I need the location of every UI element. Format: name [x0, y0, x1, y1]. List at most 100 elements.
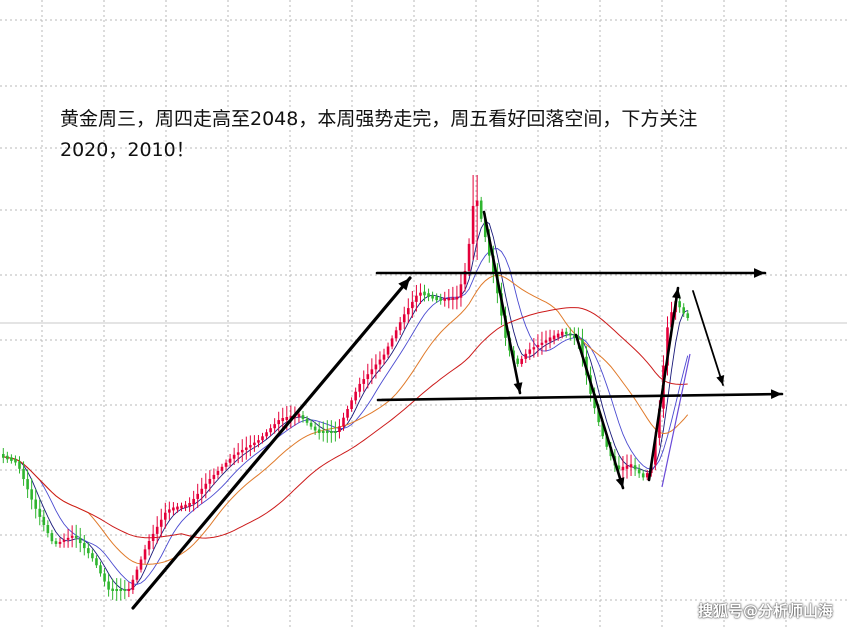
candle-body [516, 358, 519, 364]
candle-body [38, 508, 42, 517]
candle-body [560, 331, 564, 336]
candle-body [95, 558, 98, 566]
candle-body [305, 418, 309, 423]
candle-body [30, 489, 33, 500]
candle-body [58, 541, 62, 544]
candle-body [91, 553, 94, 559]
candle-body [228, 458, 232, 463]
candle-body [123, 589, 127, 591]
candle-body [249, 445, 252, 448]
candle-body [358, 383, 361, 392]
candle-body [18, 461, 21, 469]
candle-body [423, 291, 426, 296]
candle-body [540, 342, 544, 345]
candle-body [119, 589, 123, 591]
candle-body [475, 200, 479, 206]
candle-body [479, 200, 483, 219]
candle-body [74, 535, 78, 538]
candle-body [532, 347, 536, 350]
trend-arrows [131, 210, 784, 610]
candle-body [411, 301, 414, 309]
candle-body [467, 243, 471, 271]
candle-body [168, 509, 171, 513]
next-drop-arrow [692, 290, 724, 386]
candle-body [398, 322, 402, 331]
candle-body [172, 507, 175, 511]
candle-body [188, 503, 191, 507]
candle-body [593, 393, 596, 409]
ma-20-line [3, 274, 689, 565]
candle-body [407, 308, 410, 315]
candle-body [431, 294, 434, 299]
candle-body [200, 488, 204, 494]
candle-body [176, 506, 179, 510]
candle-body [573, 335, 576, 338]
candle-body [439, 298, 442, 301]
candle-body [70, 535, 74, 538]
candle-body [686, 313, 690, 318]
candle-body [402, 314, 406, 323]
drop-arrow-1-head [513, 382, 523, 393]
candle-body [232, 454, 236, 459]
rebound-arrow-head [672, 288, 681, 299]
candle-body [536, 344, 540, 348]
candle-body [625, 465, 629, 469]
candle-body [208, 478, 212, 484]
candle-body [265, 432, 268, 437]
candle-body [415, 295, 418, 302]
next-drop-arrow-head [716, 375, 725, 385]
candle-body [42, 516, 46, 525]
candle-body [192, 498, 195, 504]
candle-body [617, 465, 621, 470]
candle-body [544, 340, 548, 343]
candle-body [641, 473, 645, 478]
candle-body [621, 466, 625, 471]
candle-body [103, 573, 106, 582]
candle-body [394, 330, 398, 339]
candle-body [670, 312, 673, 328]
candle-body [78, 538, 82, 544]
candle-body [350, 400, 353, 410]
candle-body [184, 504, 187, 508]
candle-body [524, 353, 528, 359]
candle-body [155, 526, 159, 534]
ma-projection-line [661, 353, 691, 488]
candle-body [581, 339, 584, 357]
candle-body [34, 499, 37, 509]
candle-body [330, 431, 333, 433]
candle-body [370, 369, 374, 375]
candle-body [338, 426, 341, 432]
ma-10-line [3, 248, 689, 585]
resistance-arrow-head [754, 268, 765, 278]
candle-body [257, 440, 260, 443]
annotation-line-2: 2020，2010！ [60, 139, 195, 161]
candle-body [309, 422, 313, 427]
candle-body [633, 465, 637, 470]
candle-body [455, 296, 459, 300]
candle-body [151, 533, 155, 541]
candle-body [115, 589, 118, 591]
candle-body [87, 548, 90, 554]
candle-body [366, 374, 370, 380]
candle-body [354, 391, 357, 401]
candle-body [216, 470, 220, 475]
candle-body [419, 292, 422, 296]
candle-body [127, 588, 131, 591]
candle-body [443, 298, 447, 301]
candle-body [362, 379, 366, 384]
support-arrow-head [770, 389, 782, 400]
candle-body [569, 333, 572, 336]
candle-body [245, 447, 248, 450]
candle-body [99, 565, 102, 574]
candle-body [54, 541, 58, 544]
trend-up-arrow [131, 276, 412, 610]
candle-body [427, 293, 430, 297]
candle-body [269, 428, 272, 433]
candle-body [285, 417, 289, 421]
candle-body [321, 431, 325, 433]
candle-body [326, 431, 329, 433]
drop-arrow-2 [574, 333, 625, 490]
candle-body [83, 543, 86, 549]
candle-body [346, 409, 349, 418]
